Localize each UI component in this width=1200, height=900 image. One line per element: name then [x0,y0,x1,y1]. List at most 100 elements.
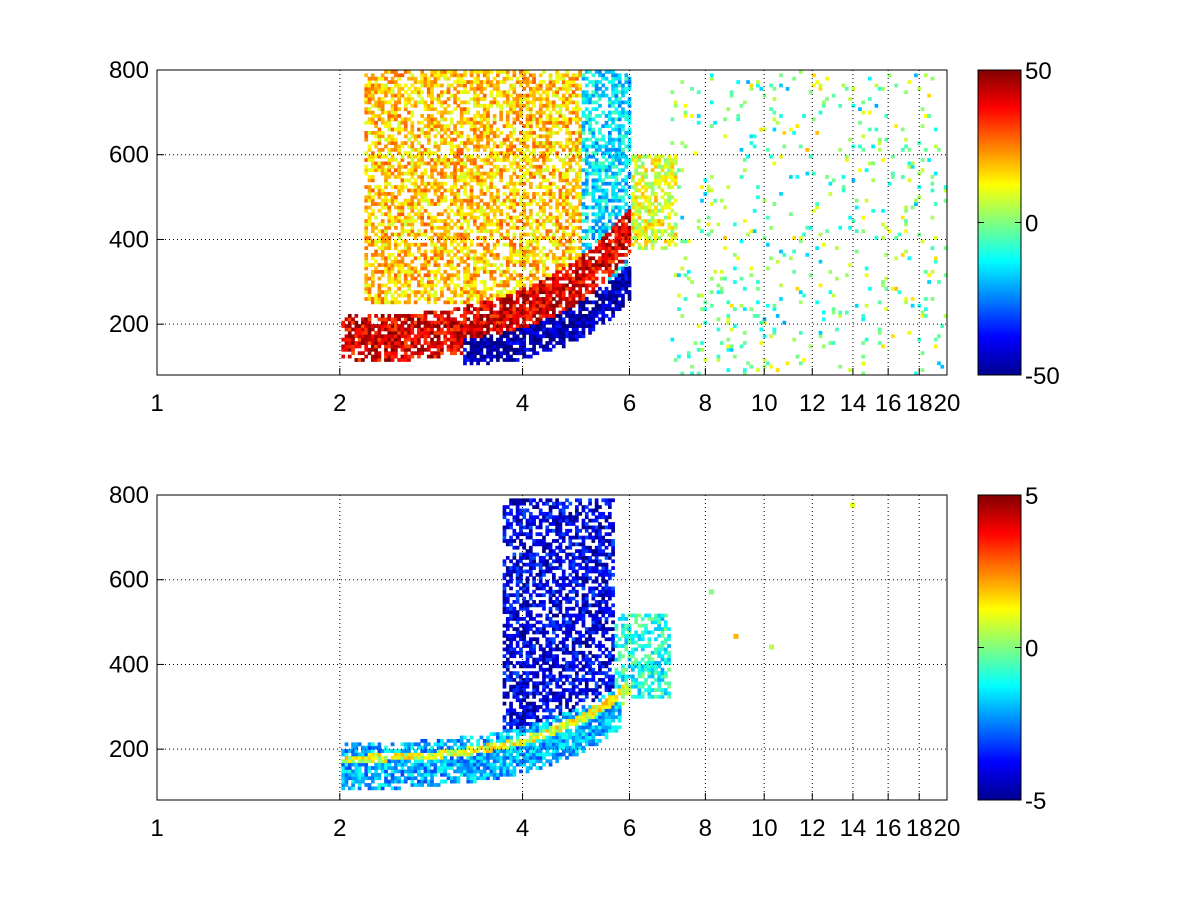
heatmap-cell [473,290,477,295]
heatmap-cell [762,334,767,339]
heatmap-cell [367,330,372,335]
heatmap-cell [370,73,375,78]
heatmap-cell [571,178,576,183]
heatmap-cell [420,97,425,101]
heatmap-cell [482,324,487,328]
heatmap-cell [430,168,434,173]
heatmap-cell [486,144,490,149]
heatmap-cell [463,100,467,105]
heatmap-cell [377,127,382,132]
heatmap-cell [561,120,566,125]
heatmap-cell [614,110,619,115]
heatmap-cell [482,253,487,257]
heatmap-cell [426,188,431,193]
heatmap-cell [407,171,411,176]
heatmap-cell [667,198,671,203]
heatmap-cell [394,117,398,122]
heatmap-cell [413,103,418,108]
heatmap-cell [634,188,638,193]
heatmap-cell [473,266,477,271]
heatmap-cell [558,195,563,200]
heatmap-cell [568,110,573,115]
heatmap-cell [607,232,612,237]
heatmap-cell [519,249,523,254]
heatmap-cell [367,327,372,332]
heatmap-cell [723,236,727,240]
heatmap-cell [505,144,510,149]
heatmap-cell [522,317,527,322]
heatmap-cell [611,314,615,318]
heatmap-cell [446,158,451,162]
heatmap-cell [380,222,385,227]
heatmap-cell [627,195,632,200]
heatmap-cell [631,178,635,183]
heatmap-cell [522,86,527,91]
heatmap-cell [397,188,401,193]
heatmap-cell [614,198,619,203]
heatmap-cell [538,154,543,159]
heatmap-cell [420,253,425,257]
heatmap-cell [571,154,576,159]
heatmap-cell [380,90,385,95]
heatmap-cell [502,100,507,105]
heatmap-cell [482,236,487,240]
heatmap-cell [552,314,556,318]
heatmap-cell [552,117,556,122]
heatmap-cell [532,330,536,335]
heatmap-cell [548,283,553,288]
heatmap-cell [387,334,392,339]
heatmap-cell [430,86,434,91]
heatmap-cell [505,229,510,234]
heatmap-cell [344,324,349,328]
heatmap-cell [891,154,895,159]
heatmap-cell [400,219,405,223]
heatmap-cell [914,371,918,376]
heatmap-cell [473,347,477,352]
heatmap-cell [584,266,589,271]
heatmap-cell [423,151,428,156]
heatmap-cell [552,195,556,200]
heatmap-cell [528,73,533,78]
heatmap-cell [525,103,530,108]
heatmap-cell [818,110,823,115]
heatmap-cell [614,266,619,271]
heatmap-cell [594,249,599,254]
heatmap-cell [746,232,750,237]
heatmap-cell [509,307,513,312]
heatmap-cell [538,107,543,112]
heatmap-cell [505,185,510,190]
heatmap-cell [466,232,471,237]
heatmap-cell [614,195,619,200]
heatmap-cell [417,347,421,352]
heatmap-cell [644,239,648,244]
heatmap-cell [466,134,471,139]
heatmap-cell [604,147,609,152]
heatmap-cell [644,185,648,190]
heatmap-cell [413,164,418,169]
heatmap-cell [627,137,632,142]
heatmap-cell [532,293,536,298]
heatmap-cell [384,259,388,264]
heatmap-cell [430,310,434,315]
heatmap-cell [742,307,747,312]
heatmap-cell [479,164,484,169]
heatmap-cell [407,263,411,267]
heatmap-cell [558,171,563,176]
heatmap-cell [733,253,737,257]
heatmap-cell [568,147,573,152]
heatmap-cell [565,70,569,74]
heatmap-cell [650,242,655,247]
heatmap-cell [473,114,477,118]
heatmap-cell [614,76,619,81]
heatmap-cell [528,90,533,95]
heatmap-cell [706,232,711,237]
heatmap-cell [440,181,444,186]
heatmap-cell [370,161,375,166]
heatmap-cell [571,195,576,200]
heatmap-cell [473,269,477,274]
heatmap-cell [808,154,813,159]
heatmap-cell [611,76,615,81]
heatmap-cell [815,205,820,210]
heatmap-cell [594,144,599,149]
heatmap-cell [598,266,602,271]
